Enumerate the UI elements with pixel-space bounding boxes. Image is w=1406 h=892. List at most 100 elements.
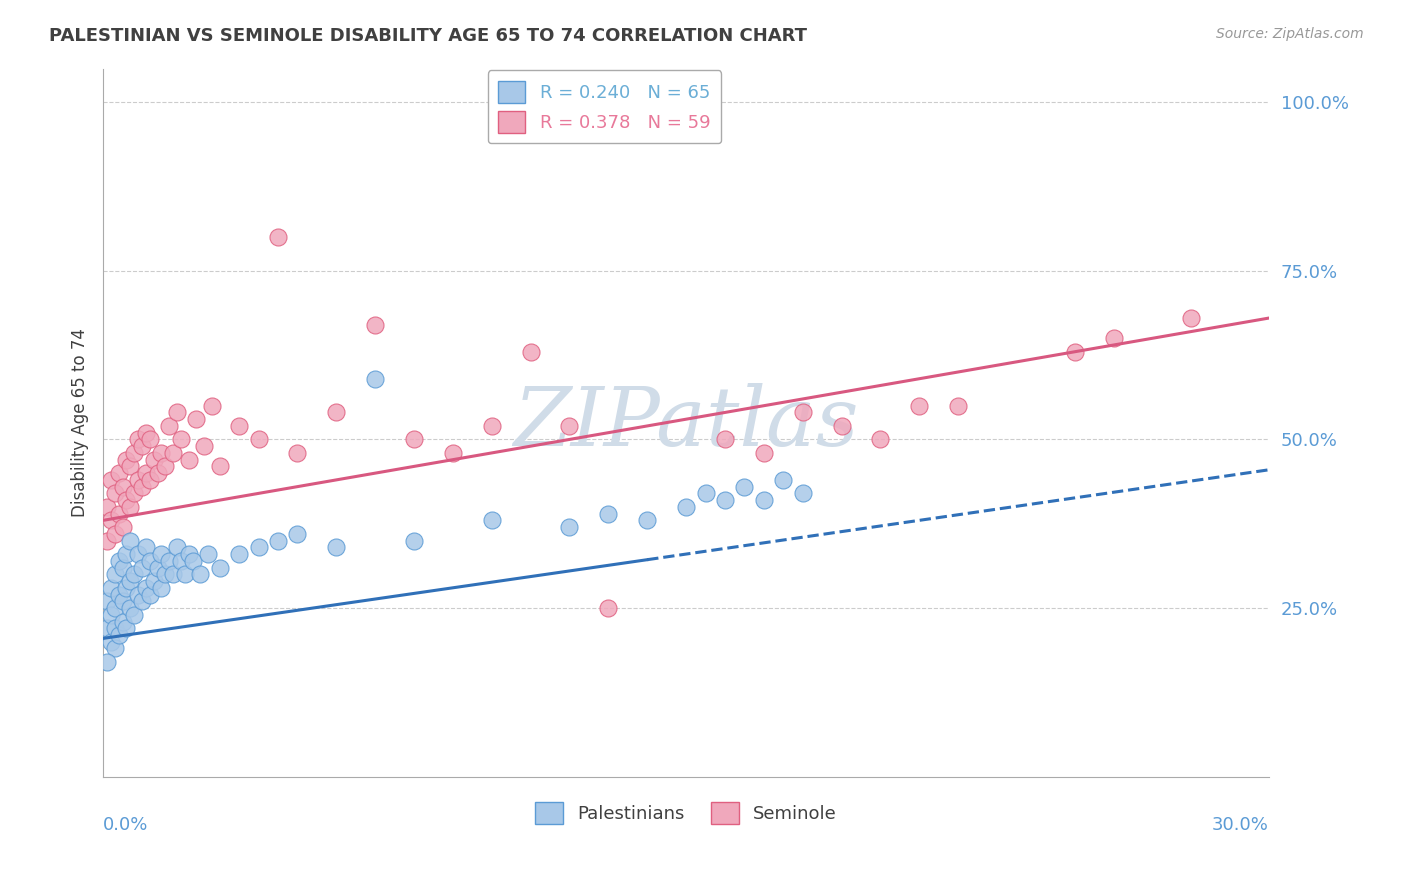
Point	[135, 466, 157, 480]
Point	[131, 594, 153, 608]
Point	[107, 628, 129, 642]
Point	[558, 520, 581, 534]
Point	[287, 526, 309, 541]
Point	[107, 588, 129, 602]
Point	[122, 446, 145, 460]
Point	[181, 554, 204, 568]
Text: Source: ZipAtlas.com: Source: ZipAtlas.com	[1216, 27, 1364, 41]
Point	[1063, 344, 1085, 359]
Point	[131, 480, 153, 494]
Point	[131, 560, 153, 574]
Point	[120, 574, 142, 588]
Point	[135, 425, 157, 440]
Point	[247, 541, 270, 555]
Point	[104, 641, 127, 656]
Point	[325, 541, 347, 555]
Point	[166, 541, 188, 555]
Point	[100, 634, 122, 648]
Point	[146, 560, 169, 574]
Point	[208, 560, 231, 574]
Point	[170, 433, 193, 447]
Point	[364, 372, 387, 386]
Point	[115, 493, 138, 508]
Text: 30.0%: 30.0%	[1212, 815, 1270, 833]
Point	[772, 473, 794, 487]
Point	[120, 601, 142, 615]
Point	[162, 567, 184, 582]
Point	[150, 446, 173, 460]
Point	[146, 466, 169, 480]
Point	[104, 486, 127, 500]
Point	[155, 567, 177, 582]
Point	[173, 567, 195, 582]
Point	[150, 581, 173, 595]
Point	[325, 405, 347, 419]
Point	[139, 588, 162, 602]
Point	[111, 615, 134, 629]
Point	[752, 493, 775, 508]
Point	[115, 621, 138, 635]
Point	[831, 419, 853, 434]
Point	[107, 466, 129, 480]
Point	[104, 601, 127, 615]
Point	[120, 459, 142, 474]
Point	[100, 581, 122, 595]
Point	[139, 554, 162, 568]
Point	[120, 500, 142, 514]
Point	[177, 547, 200, 561]
Point	[441, 446, 464, 460]
Point	[139, 473, 162, 487]
Point	[188, 567, 211, 582]
Point	[869, 433, 891, 447]
Point	[111, 594, 134, 608]
Point	[402, 533, 425, 548]
Point	[1180, 311, 1202, 326]
Point	[1102, 331, 1125, 345]
Point	[111, 560, 134, 574]
Point	[481, 513, 503, 527]
Point	[170, 554, 193, 568]
Point	[127, 473, 149, 487]
Point	[598, 507, 620, 521]
Point	[131, 439, 153, 453]
Point	[402, 433, 425, 447]
Point	[714, 433, 737, 447]
Point	[519, 344, 541, 359]
Point	[122, 607, 145, 622]
Point	[197, 547, 219, 561]
Point	[107, 554, 129, 568]
Text: ZIPatlas: ZIPatlas	[513, 383, 859, 463]
Point	[267, 533, 290, 548]
Point	[157, 554, 180, 568]
Point	[247, 433, 270, 447]
Point	[115, 452, 138, 467]
Point	[558, 419, 581, 434]
Point	[111, 520, 134, 534]
Point	[135, 581, 157, 595]
Point	[186, 412, 208, 426]
Point	[193, 439, 215, 453]
Point	[733, 480, 755, 494]
Point	[155, 459, 177, 474]
Point	[364, 318, 387, 332]
Point	[127, 433, 149, 447]
Point	[166, 405, 188, 419]
Point	[122, 567, 145, 582]
Point	[695, 486, 717, 500]
Point	[100, 513, 122, 527]
Point	[142, 574, 165, 588]
Point	[127, 547, 149, 561]
Point	[150, 547, 173, 561]
Point	[908, 399, 931, 413]
Y-axis label: Disability Age 65 to 74: Disability Age 65 to 74	[72, 328, 89, 517]
Text: 0.0%: 0.0%	[103, 815, 149, 833]
Point	[96, 533, 118, 548]
Point	[104, 621, 127, 635]
Point	[287, 446, 309, 460]
Point	[100, 607, 122, 622]
Point	[122, 486, 145, 500]
Point	[792, 405, 814, 419]
Point	[157, 419, 180, 434]
Point	[267, 230, 290, 244]
Point	[675, 500, 697, 514]
